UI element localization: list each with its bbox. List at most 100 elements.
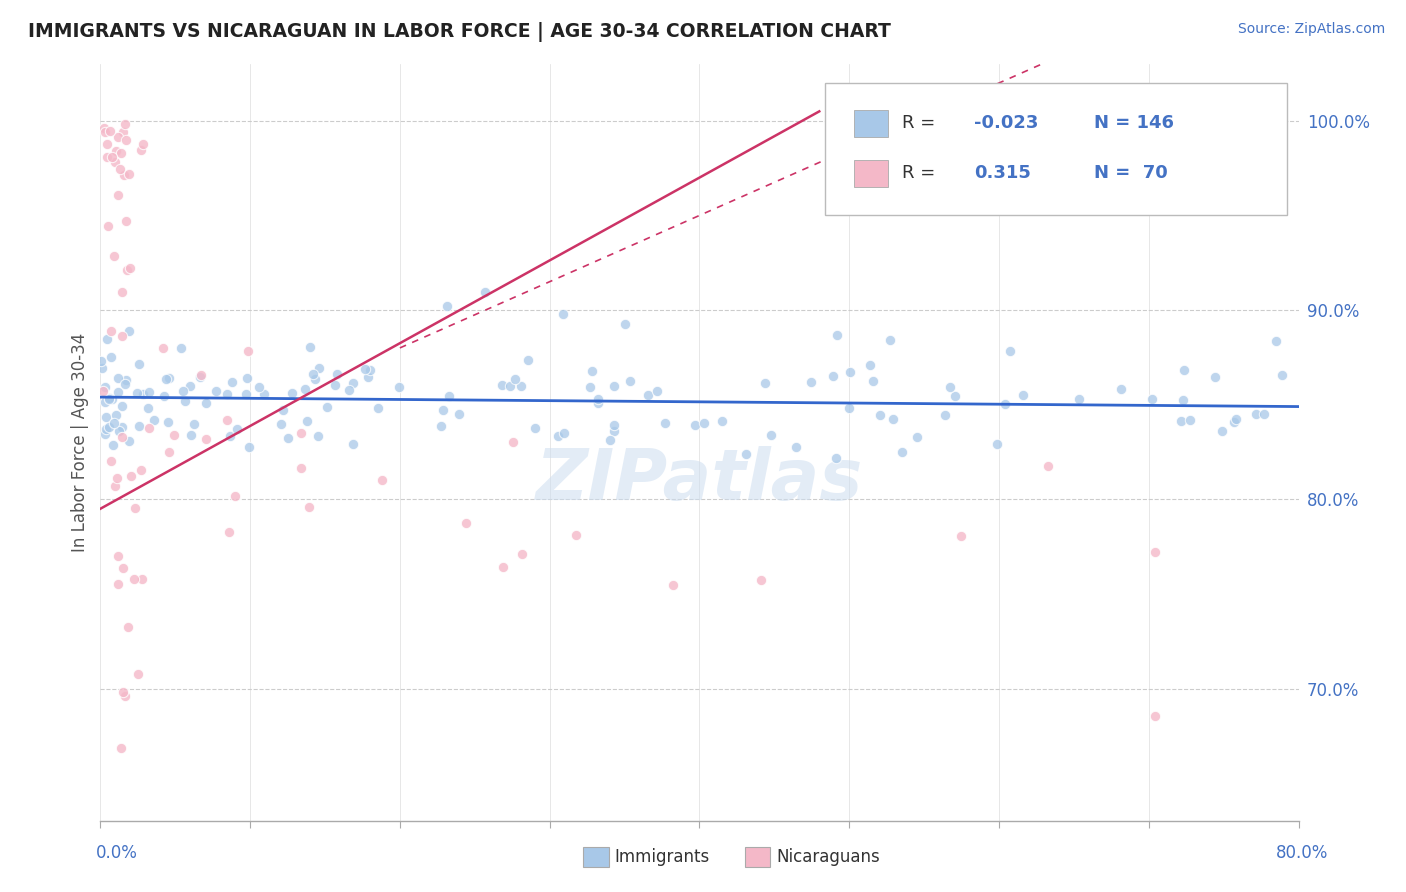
Point bbox=[499, 379, 522, 393]
Point bbox=[170, 341, 193, 355]
Point bbox=[683, 418, 706, 433]
Point bbox=[986, 437, 1008, 451]
Point bbox=[1011, 388, 1033, 402]
Point bbox=[114, 117, 136, 131]
Point bbox=[127, 666, 149, 681]
Point bbox=[107, 371, 129, 385]
Text: -0.023: -0.023 bbox=[974, 114, 1038, 132]
Point bbox=[128, 357, 150, 371]
Point bbox=[120, 469, 142, 483]
Point bbox=[437, 389, 460, 403]
Point bbox=[492, 560, 515, 574]
Point bbox=[1173, 392, 1195, 407]
Point bbox=[1140, 392, 1163, 406]
Text: R =: R = bbox=[903, 164, 941, 182]
Point bbox=[110, 430, 132, 444]
Point bbox=[785, 440, 807, 454]
Point bbox=[100, 392, 122, 407]
Text: Immigrants: Immigrants bbox=[614, 848, 710, 866]
Point bbox=[838, 401, 860, 415]
Point bbox=[218, 524, 240, 539]
Point bbox=[710, 414, 733, 428]
Point bbox=[342, 437, 364, 451]
Point bbox=[1067, 392, 1090, 406]
Point bbox=[103, 416, 125, 430]
Point bbox=[94, 427, 117, 442]
Point bbox=[103, 249, 125, 263]
Point bbox=[143, 413, 166, 427]
Text: ZIPatlas: ZIPatlas bbox=[536, 446, 863, 515]
Point bbox=[247, 380, 270, 394]
Point bbox=[179, 379, 201, 393]
Point bbox=[512, 547, 534, 561]
Point bbox=[950, 529, 973, 543]
Point bbox=[152, 341, 174, 355]
Point bbox=[221, 376, 243, 390]
Point bbox=[138, 385, 160, 400]
Point bbox=[1225, 412, 1247, 426]
Point bbox=[388, 380, 411, 394]
Text: N = 146: N = 146 bbox=[1094, 114, 1174, 132]
Point bbox=[308, 361, 330, 376]
Point bbox=[183, 417, 205, 431]
Text: 80.0%: 80.0% bbox=[1277, 844, 1329, 862]
Point bbox=[1204, 369, 1226, 384]
Point bbox=[111, 561, 134, 575]
Point bbox=[117, 620, 139, 634]
Point bbox=[645, 384, 668, 398]
Point bbox=[152, 389, 174, 403]
Point bbox=[219, 429, 242, 443]
FancyBboxPatch shape bbox=[853, 160, 887, 187]
Point bbox=[509, 379, 531, 393]
Point bbox=[1109, 383, 1132, 397]
Point bbox=[104, 144, 127, 158]
Point bbox=[614, 317, 637, 331]
Point bbox=[505, 372, 527, 386]
Point bbox=[302, 367, 325, 381]
Point bbox=[280, 386, 302, 401]
Point bbox=[100, 350, 122, 364]
Point bbox=[882, 412, 904, 426]
Point bbox=[110, 741, 132, 756]
Point bbox=[692, 417, 714, 431]
Point bbox=[474, 285, 496, 299]
Point bbox=[298, 340, 321, 354]
Point bbox=[91, 361, 114, 376]
Point bbox=[132, 136, 155, 151]
Point bbox=[115, 263, 138, 277]
Point bbox=[603, 417, 626, 432]
Point bbox=[104, 155, 127, 169]
Point bbox=[238, 440, 260, 454]
Point bbox=[194, 432, 217, 446]
Point bbox=[124, 501, 146, 516]
Point bbox=[97, 219, 120, 233]
Point bbox=[252, 386, 274, 401]
Point bbox=[118, 324, 141, 338]
Point bbox=[107, 424, 129, 438]
Point bbox=[224, 489, 246, 503]
Point bbox=[107, 385, 129, 400]
Point bbox=[91, 384, 114, 398]
Point bbox=[304, 372, 326, 386]
Point bbox=[298, 500, 321, 514]
Point bbox=[290, 461, 312, 475]
Point bbox=[1211, 425, 1233, 439]
Point bbox=[235, 370, 257, 384]
Point bbox=[862, 375, 884, 389]
Point bbox=[294, 382, 316, 396]
Text: N =  70: N = 70 bbox=[1094, 164, 1167, 182]
Point bbox=[100, 454, 122, 468]
Point bbox=[225, 421, 247, 435]
Point bbox=[107, 549, 129, 563]
Point bbox=[90, 354, 112, 368]
Point bbox=[131, 572, 153, 586]
Point bbox=[112, 685, 135, 699]
Point bbox=[217, 413, 239, 427]
Point bbox=[316, 401, 339, 415]
Point bbox=[454, 516, 477, 530]
Point bbox=[131, 144, 153, 158]
Point bbox=[111, 125, 134, 139]
Point bbox=[367, 401, 389, 416]
Point bbox=[432, 402, 454, 417]
Point bbox=[163, 427, 186, 442]
